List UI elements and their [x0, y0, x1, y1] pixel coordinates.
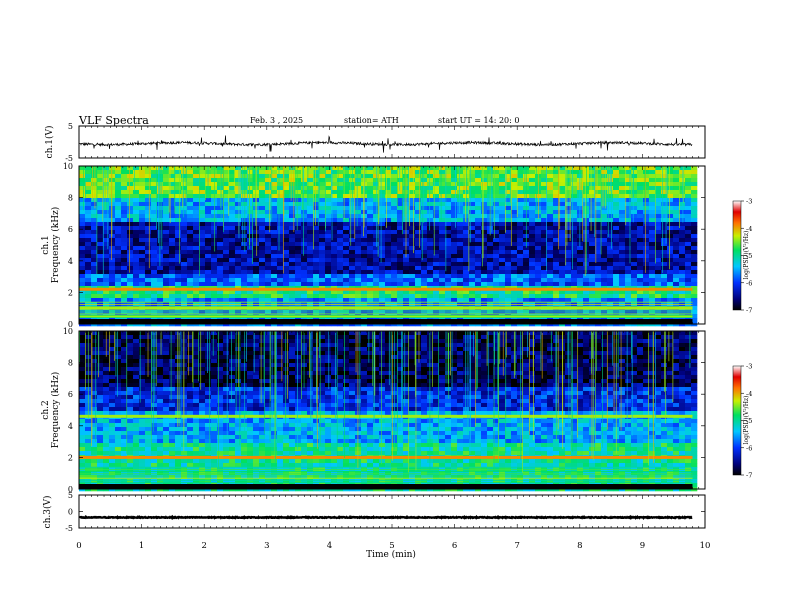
y-tick-label: 10 — [63, 327, 73, 336]
spectrogram-bottom-strip-2 — [79, 319, 693, 324]
colorbar-tick-label: -7 — [746, 472, 752, 480]
ch2-spectrogram-panel: 0 2 4 6 8 10 -3 -4 -5 -6 -7 — [63, 327, 753, 494]
ch1-spec-ylabel-2: Frequency (kHz) — [50, 207, 61, 284]
x-tick-label: 4 — [327, 541, 332, 551]
x-tick-label: 0 — [76, 541, 81, 551]
y-tick-label: 2 — [68, 453, 73, 462]
figure-title: VLF Spectra — [78, 114, 149, 127]
y-tick-label: 6 — [68, 225, 73, 234]
x-tick-label: 8 — [577, 541, 582, 551]
colorbar-tick-label: -4 — [746, 225, 752, 233]
x-tick-label: 3 — [264, 541, 269, 551]
y-tick-label: -5 — [65, 524, 73, 533]
y-tick-label: 6 — [68, 390, 73, 399]
y-tick-label: 8 — [68, 194, 73, 203]
spectrogram-band — [79, 455, 693, 459]
spectrogram-bottom-strip-3 — [79, 484, 693, 489]
spectrogram-band — [79, 306, 693, 310]
cb1-label: log(PSD)(V²/Hz) — [743, 231, 750, 280]
y-tick-label: 5 — [68, 491, 73, 500]
ch2-spec-ylabel-1: ch.2 — [41, 400, 51, 419]
colorbar-tick-label: -3 — [746, 363, 752, 371]
waveform-trace-1 — [79, 135, 693, 153]
ch1-spec-ylabel-1: ch.1 — [41, 235, 51, 254]
x-tick-label: 7 — [514, 541, 519, 551]
y-tick-label: 4 — [68, 422, 73, 431]
colorbar-tick-label: -3 — [746, 198, 752, 206]
colorbar-tick-label: -5 — [746, 417, 752, 425]
colorbar-tick-label: -7 — [746, 307, 752, 315]
waveform-trace-4 — [78, 514, 693, 520]
y-tick-label: 2 — [68, 288, 73, 297]
ch3-ylabel: ch.3(V) — [42, 496, 53, 529]
x-tick-label: 9 — [640, 541, 645, 551]
spectrogram-band — [79, 414, 693, 418]
colorbar-2 — [732, 200, 742, 311]
ch3-waveform-panel: 50-50 1 2 3 4 5 6 7 8 9 10 — [65, 491, 710, 551]
x-axis-label: Time (min) — [366, 549, 416, 560]
spectrogram-streaks-2 — [83, 166, 685, 277]
colorbar-tick-label: -6 — [746, 279, 752, 287]
spectrogram-streaks-3 — [79, 331, 691, 473]
waveform-frame-1 — [78, 125, 706, 159]
y-tick-label: 10 — [63, 162, 73, 171]
start-time-label: start UT = 14: 20: 0 — [438, 116, 519, 125]
colorbar-tick-label: -4 — [746, 390, 752, 398]
x-tick-label: 6 — [452, 541, 457, 551]
y-tick-label: 0 — [68, 320, 73, 329]
spectrogram-band — [79, 287, 693, 291]
waveform-frame-4 — [78, 494, 706, 529]
colorbar-3 — [732, 365, 742, 476]
y-tick-label: 4 — [68, 257, 73, 266]
x-tick-label: 10 — [700, 541, 711, 551]
x-tick-label: 1 — [139, 541, 144, 551]
cb2-label: log(PSD)(V²/Hz) — [743, 396, 750, 445]
ch1-ylabel: ch.1(V) — [44, 126, 55, 159]
x-tick-label: 5 — [389, 541, 394, 551]
station-label: station= ATH — [344, 116, 399, 125]
y-tick-label: 0 — [68, 485, 73, 494]
x-tick-label: 2 — [201, 541, 206, 551]
y-tick-label: 8 — [68, 359, 73, 368]
colorbar-tick-label: -5 — [746, 252, 752, 260]
colorbar-tick-label: -6 — [746, 444, 752, 452]
y-tick-label: -5 — [65, 154, 73, 163]
ch2-spec-ylabel-2: Frequency (kHz) — [50, 372, 61, 449]
ch1-waveform-panel: 5 -5 — [65, 122, 706, 163]
spectrogram-band — [79, 314, 693, 318]
date-label: Feb. 3 , 2025 — [250, 116, 303, 125]
ch1-spectrogram-panel: 0 2 4 6 8 10 -3 -4 -5 -6 -7 — [63, 162, 753, 329]
y-tick-label: 0 — [68, 508, 73, 517]
y-tick-label: 5 — [68, 122, 73, 131]
